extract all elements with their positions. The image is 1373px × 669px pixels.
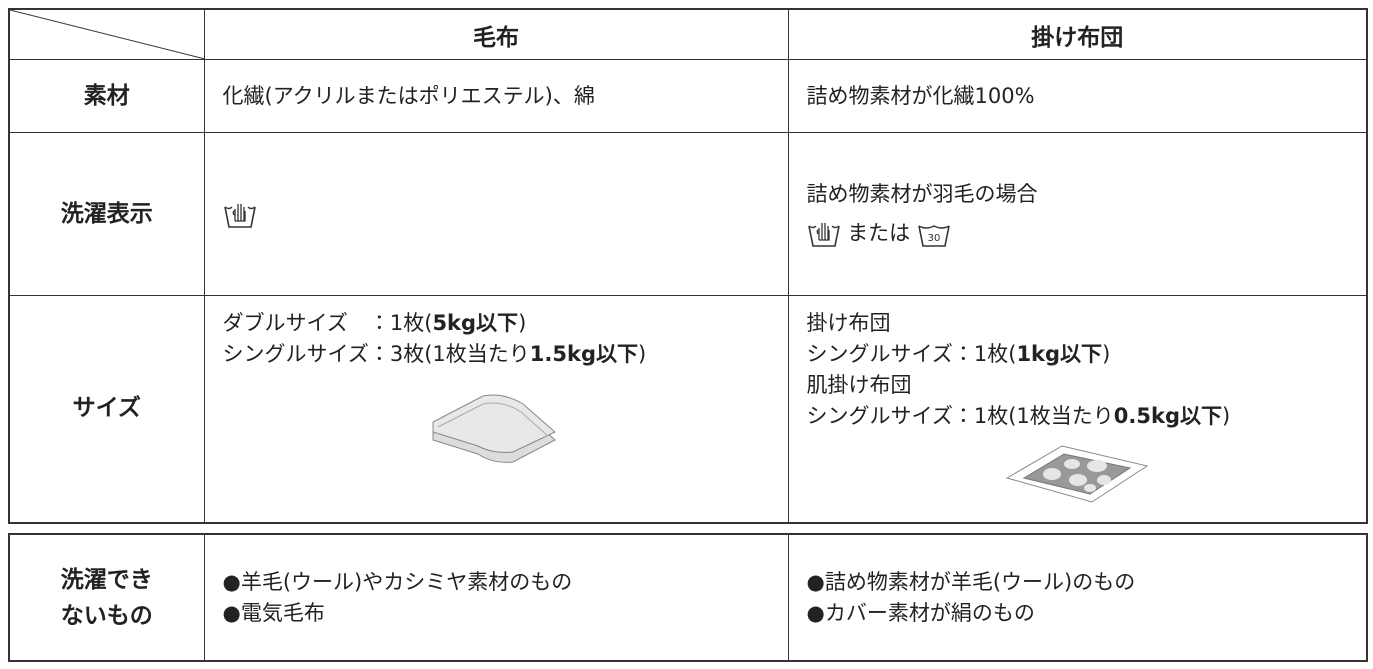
row: 洗濯できないもの ●羊毛(ウール)やカシミヤ素材のもの ●電気毛布 ●詰め物素材が… bbox=[8, 533, 1368, 662]
text-line: シングルサイズ：1枚(1枚当たり0.5kg以下) bbox=[807, 401, 1367, 432]
wash-30-icon: 30 bbox=[918, 225, 950, 247]
text: ) bbox=[1222, 404, 1231, 428]
text: 化繊(アクリルまたはポリエステル)、綿 bbox=[222, 83, 595, 108]
row: 洗濯表示 詰め物素材が羽毛の場合 または 30 bbox=[8, 132, 1368, 296]
label-line: 洗濯でき bbox=[60, 566, 153, 593]
cell bbox=[203, 132, 789, 296]
cell: 化繊(アクリルまたはポリエステル)、綿 bbox=[203, 59, 789, 133]
text-line: ●詰め物素材が羊毛(ウール)のもの bbox=[807, 567, 1367, 598]
text: シングルサイズ：1枚(1枚当たり bbox=[806, 404, 1114, 428]
cell: ●詰め物素材が羊毛(ウール)のもの ●カバー素材が絹のもの bbox=[787, 533, 1368, 662]
bold-text: 1kg以下 bbox=[1016, 342, 1103, 366]
text-line: 肌掛け布団 bbox=[807, 370, 1367, 401]
header-row: 毛布 掛け布団 bbox=[8, 8, 1368, 60]
text: ダブルサイズ ：1枚( bbox=[222, 311, 433, 335]
lines: 掛け布団シングルサイズ：1枚(1kg以下) 肌掛け布団シングルサイズ：1枚(1枚当… bbox=[807, 308, 1367, 432]
cell: 詰め物素材が化繊100% bbox=[787, 59, 1368, 133]
row-label: 洗濯表示 bbox=[8, 132, 205, 296]
text: 肌掛け布団 bbox=[806, 373, 912, 397]
column-header: 毛布 bbox=[203, 8, 789, 60]
text: ●カバー素材が絹のもの bbox=[806, 600, 1035, 625]
spec-table: 毛布 掛け布団 素材 化繊(アクリルまたはポリエステル)、綿 詰め物素材が化繊1… bbox=[8, 8, 1368, 524]
bold-text: 5kg以下 bbox=[432, 311, 519, 335]
text-line: シングルサイズ：3枚(1枚当たり1.5kg以下) bbox=[223, 339, 788, 370]
diagonal bbox=[10, 10, 205, 59]
text-line: ●羊毛(ウール)やカシミヤ素材のもの bbox=[223, 567, 788, 598]
text: ) bbox=[638, 342, 647, 366]
corner-cell bbox=[8, 8, 205, 60]
text: または bbox=[847, 221, 911, 245]
text-line: シングルサイズ：1枚(1kg以下) bbox=[807, 339, 1367, 370]
cell: ダブルサイズ ：1枚(5kg以下) シングルサイズ：3枚(1枚当たり1.5kg以下… bbox=[203, 295, 789, 523]
text-line: ダブルサイズ ：1枚(5kg以下) bbox=[223, 308, 788, 339]
text: シングルサイズ：3枚(1枚当たり bbox=[222, 342, 530, 366]
text: ●詰め物素材が羊毛(ウール)のもの bbox=[806, 569, 1136, 594]
blanket-illustration bbox=[432, 394, 556, 463]
text-line: ●電気毛布 bbox=[223, 598, 788, 629]
row-label: 洗濯でき ないもの bbox=[8, 533, 205, 662]
text: 掛け布団 bbox=[806, 311, 891, 335]
text: ) bbox=[1102, 342, 1111, 366]
bold-text: 0.5kg以下 bbox=[1113, 404, 1222, 428]
row: サイズ ダブルサイズ ：1枚(5kg以下) シングルサイズ：3枚(1枚当たり1.5… bbox=[8, 295, 1368, 523]
text-line: または 30 bbox=[807, 218, 1367, 249]
bold-text: 1.5kg以下 bbox=[529, 342, 638, 366]
temperature: 30 bbox=[928, 233, 941, 244]
cell: ●羊毛(ウール)やカシミヤ素材のもの ●電気毛布 bbox=[203, 533, 789, 662]
cell: 詰め物素材が羽毛の場合 または 30 bbox=[787, 132, 1368, 296]
text-line: 化繊(アクリルまたはポリエステル)、綿 bbox=[223, 81, 788, 112]
column-header: 掛け布団 bbox=[787, 8, 1368, 60]
text: ●羊毛(ウール)やカシミヤ素材のもの bbox=[222, 569, 573, 594]
hand-wash-icon bbox=[807, 223, 840, 247]
text-line: 掛け布団 bbox=[807, 308, 1367, 339]
text: ) bbox=[518, 311, 527, 335]
text-line: ●カバー素材が絹のもの bbox=[807, 598, 1367, 629]
not-washable-table: 洗濯できないもの ●羊毛(ウール)やカシミヤ素材のもの ●電気毛布 ●詰め物素材が… bbox=[8, 533, 1368, 662]
hand-wash-icon bbox=[223, 203, 256, 228]
row-label: 素材 bbox=[8, 59, 205, 133]
row-label: サイズ bbox=[8, 295, 205, 523]
lines: ダブルサイズ ：1枚(5kg以下) シングルサイズ：3枚(1枚当たり1.5kg以下… bbox=[223, 308, 788, 370]
text: 詰め物素材が化繊100% bbox=[806, 83, 1035, 108]
text-line: 詰め物素材が羽毛の場合 bbox=[806, 182, 1038, 206]
label-line: ないもの bbox=[60, 602, 153, 629]
futon-illustration bbox=[1005, 445, 1148, 503]
cell: 掛け布団シングルサイズ：1枚(1kg以下) 肌掛け布団シングルサイズ：1枚(1枚当… bbox=[787, 295, 1368, 523]
text: ●電気毛布 bbox=[222, 600, 325, 625]
text-line: 詰め物素材が化繊100% bbox=[807, 81, 1367, 112]
row: 素材 化繊(アクリルまたはポリエステル)、綿 詰め物素材が化繊100% bbox=[8, 59, 1368, 133]
text: シングルサイズ：1枚( bbox=[806, 342, 1017, 366]
